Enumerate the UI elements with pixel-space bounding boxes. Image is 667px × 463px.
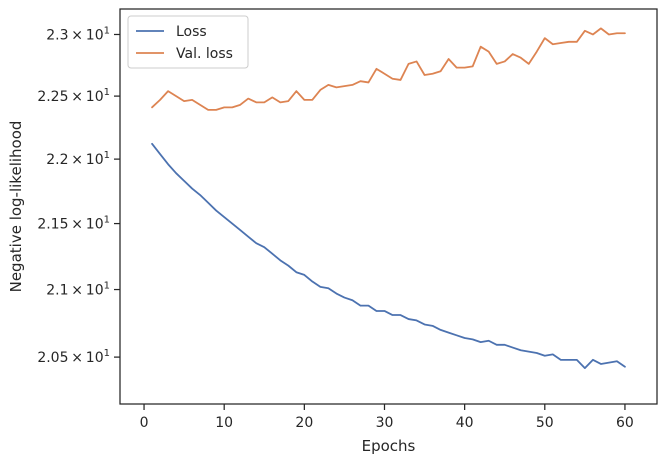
y-tick-label: 2.15 × 101 — [37, 215, 110, 233]
y-tick-label: 2.25 × 101 — [37, 87, 110, 105]
y-tick-label: 2.2 × 101 — [46, 150, 110, 168]
x-tick-label: 20 — [295, 415, 313, 431]
x-axis-ticks: 0 10 20 30 40 50 60 — [140, 404, 634, 431]
x-tick-label: 10 — [215, 415, 233, 431]
series-line-val-loss — [151, 27, 626, 111]
y-axis-ticks: 2.05 × 101 2.1 × 101 2.15 × 101 2.2 × 101 2.… — [37, 25, 120, 366]
legend: Loss Val. loss — [127, 15, 249, 69]
series-layer — [151, 27, 626, 369]
x-tick-label: 0 — [140, 415, 149, 431]
y-tick-label: 2.3 × 101 — [46, 25, 110, 43]
x-tick-label: 40 — [456, 415, 474, 431]
x-tick-label: 60 — [616, 415, 634, 431]
x-tick-label: 30 — [376, 415, 394, 431]
plot-frame — [119, 8, 658, 405]
legend-label-val-loss: Val. loss — [176, 46, 233, 62]
y-axis-label: Negative log-likelihood — [7, 121, 25, 293]
x-axis-label: Epochs — [362, 437, 416, 455]
legend-box — [127, 15, 249, 69]
y-tick-label: 2.1 × 101 — [46, 281, 110, 299]
legend-label-loss: Loss — [176, 24, 207, 40]
y-tick-label: 2.05 × 101 — [37, 348, 110, 366]
series-line-loss — [151, 142, 626, 369]
x-tick-label: 50 — [536, 415, 554, 431]
